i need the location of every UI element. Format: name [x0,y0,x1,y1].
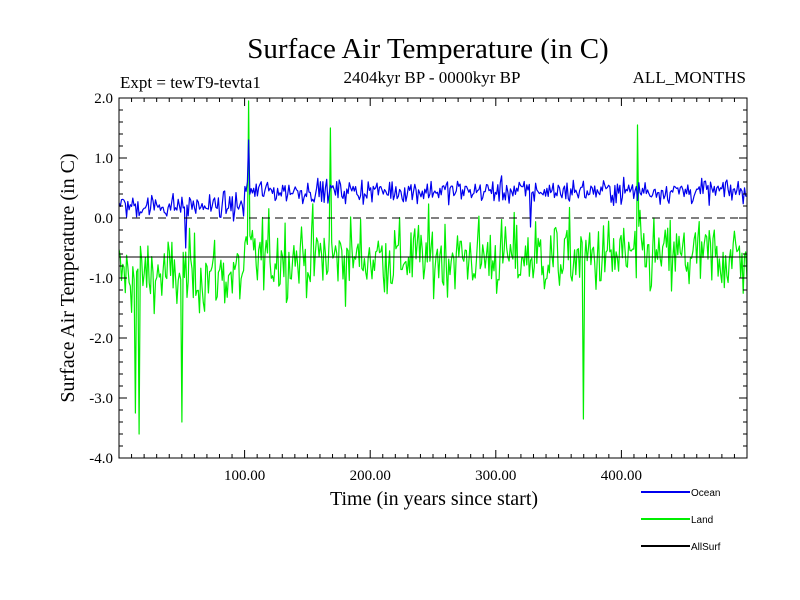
legend-item-ocean: Ocean [641,488,720,499]
y-tick-label: 0.0 [94,211,113,227]
chart-subtitle: 2404kyr BP - 0000kyr BP [344,68,521,87]
x-tick-label: 300.00 [475,468,516,484]
x-tick-label: 400.00 [601,468,642,484]
x-axis-label: Time (in years since start) [330,488,538,510]
y-tick-label: -4.0 [89,451,113,467]
legend-label: Land [691,515,713,526]
y-tick-label: -1.0 [89,271,113,287]
y-axis-label: Surface Air Temperature (in C) [57,153,79,402]
plot-area: 100.00 200.00 300.00 400.00 2.0 1.0 0.0 -1.0 -2.… [89,91,748,484]
legend-label: AllSurf [691,542,721,553]
y-tick-label: 2.0 [94,91,113,107]
chart-title: Surface Air Temperature (in C) [247,33,608,65]
x-tick-label: 200.00 [350,468,391,484]
legend: Ocean Land AllSurf [641,488,721,553]
experiment-label: Expt = tewT9-tevta1 [120,73,261,92]
months-label: ALL_MONTHS [633,68,746,87]
legend-item-land: Land [641,515,713,526]
series-ocean [119,139,747,249]
y-tick-label: -2.0 [89,331,113,347]
x-tick-label: 100.00 [224,468,265,484]
series-land [119,100,747,435]
legend-label: Ocean [691,488,720,499]
y-tick-label: 1.0 [94,151,113,167]
y-tick-label: -3.0 [89,391,113,407]
legend-item-allsurf: AllSurf [641,542,721,553]
